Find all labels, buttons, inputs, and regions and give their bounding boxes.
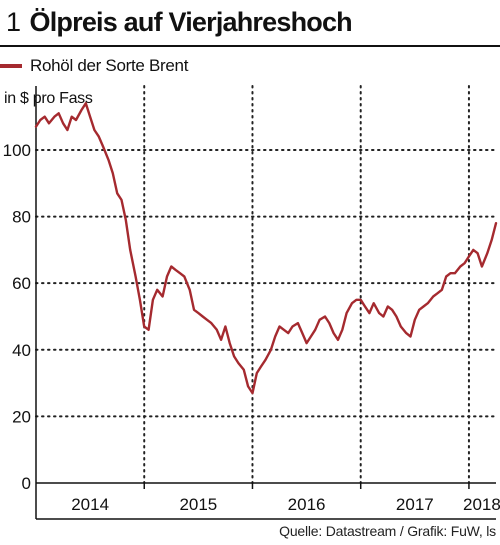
chart-number: 1 bbox=[6, 6, 21, 37]
y-tick-label-80: 80 bbox=[12, 208, 31, 227]
legend-swatch bbox=[0, 64, 22, 68]
x-tick-label-2014: 2014 bbox=[71, 495, 109, 514]
chart-title: Ölpreis auf Vierjahreshoch bbox=[29, 6, 353, 37]
legend-label: Rohöl der Sorte Brent bbox=[30, 56, 189, 75]
legend: Rohöl der Sorte Brent bbox=[0, 54, 188, 78]
y-tick-label-60: 60 bbox=[12, 274, 31, 293]
y-axis-unit-label: in $ pro Fass bbox=[4, 90, 93, 107]
chart-title-row: 1 Ölpreis auf Vierjahreshoch bbox=[6, 4, 353, 40]
y-tick-label-100: 100 bbox=[3, 141, 31, 160]
title-divider bbox=[0, 45, 500, 47]
x-tick-label-2015: 2015 bbox=[179, 495, 217, 514]
y-tick-label-20: 20 bbox=[12, 407, 31, 426]
y-tick-label-40: 40 bbox=[12, 341, 31, 360]
source-note: Quelle: Datastream / Grafik: FuW, ls bbox=[279, 523, 496, 539]
series-line-brent bbox=[34, 102, 498, 395]
x-tick-label-2017: 2017 bbox=[396, 495, 434, 514]
x-tick-label-2018: 2018 bbox=[463, 495, 500, 514]
x-tick-label-2016: 2016 bbox=[288, 495, 326, 514]
y-tick-label-0: 0 bbox=[22, 474, 31, 493]
